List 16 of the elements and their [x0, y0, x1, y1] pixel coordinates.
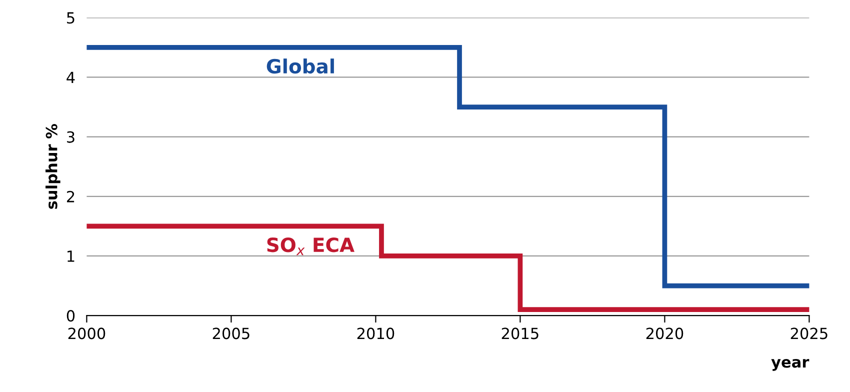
x-tick-label: 2010 — [357, 328, 394, 340]
y-tick-label: 0 — [66, 310, 75, 322]
y-axis-title: sulphur % — [46, 124, 60, 209]
y-tick-label: 2 — [66, 190, 74, 202]
annotation: SO$_{x}$ ECA — [267, 237, 354, 256]
y-tick-label: 1 — [68, 250, 74, 262]
y-tick-label: 3 — [67, 131, 74, 143]
annotation: Global — [266, 58, 334, 74]
y-tick-label: 4 — [66, 72, 75, 84]
x-axis-title: year — [771, 358, 810, 371]
x-tick-label: 2025 — [790, 328, 828, 340]
x-tick-label: 2015 — [502, 328, 538, 340]
y-tick-label: 5 — [67, 12, 74, 24]
x-tick-label: 2020 — [646, 328, 684, 340]
x-tick-label: 2005 — [212, 328, 250, 340]
x-tick-label: 2000 — [68, 328, 106, 340]
